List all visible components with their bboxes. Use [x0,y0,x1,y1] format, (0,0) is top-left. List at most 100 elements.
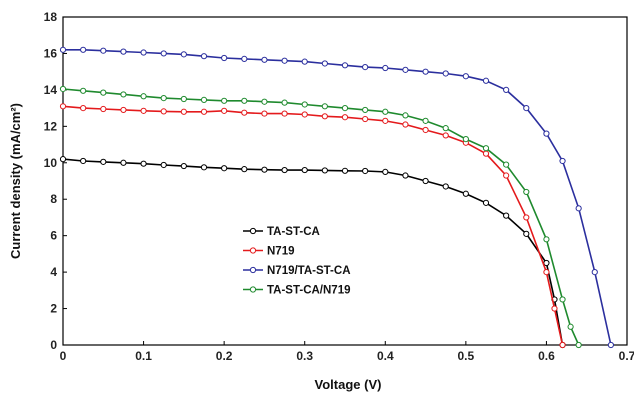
series-line [62,88,580,346]
data-point [543,269,550,276]
data-point [261,166,268,173]
data-point [80,46,87,53]
data-point [543,259,550,267]
legend-marker [249,286,257,293]
data-point [523,105,530,112]
series-line [62,158,564,346]
data-point [120,106,127,114]
data-point [261,98,268,105]
data-point [200,53,208,60]
data-point [59,46,67,53]
data-point [200,108,208,115]
data-point [503,161,510,168]
legend-item: N719 [243,246,295,258]
data-point [382,168,389,175]
x-tick-label: 0.5 [458,349,475,363]
data-point [362,115,369,123]
data-point [559,157,566,165]
data-point [422,126,429,134]
series-layer [59,46,614,349]
data-point [422,68,429,75]
data-point [559,296,566,303]
y-tick-label: 4 [50,265,57,279]
data-point [100,105,107,113]
data-point [362,167,369,175]
data-point [180,108,187,115]
data-point [301,58,308,65]
x-tick-label: 0.4 [377,349,394,363]
data-point [59,156,67,163]
y-tick-label: 14 [44,83,58,97]
data-point [140,93,147,100]
data-point [100,47,107,54]
data-point [100,89,107,96]
data-point [482,77,490,84]
data-point [523,188,530,196]
data-point [321,103,328,110]
x-axis-title: Voltage (V) [315,377,382,392]
series-ta-st-ca-n719 [59,85,582,349]
data-point [482,150,490,157]
data-point [120,91,127,98]
data-point [221,107,228,114]
data-point [180,95,187,103]
data-point [200,164,208,171]
legend: TA-ST-CA N719 N719/TA-ST-CA TA-ST-CA/N719 [243,226,351,297]
data-point [80,87,87,94]
legend-item: TA-ST-CA/N719 [243,285,351,297]
data-point [59,103,67,110]
data-point [321,167,328,174]
data-point [261,110,268,117]
x-tick-label: 0.2 [216,349,233,363]
y-tick-label: 18 [44,10,58,24]
data-point [160,108,167,115]
legend-marker [249,266,257,274]
x-tick-label: 0.3 [296,349,313,363]
data-point [402,112,409,119]
data-point [200,96,208,104]
data-point [442,125,449,132]
data-point [543,130,550,137]
data-point [575,341,582,349]
data-point [180,51,187,58]
data-point [241,97,248,104]
data-point [221,97,228,104]
data-point [482,199,490,206]
data-point [382,108,389,115]
x-tick-label: 0.6 [538,349,555,363]
series-n719 [59,103,566,349]
data-point [382,64,389,72]
data-point [551,305,558,312]
y-axis-title: Current density (mA/cm²) [8,103,23,259]
data-point [422,177,429,185]
series-n719-ta-st-ca [59,46,614,349]
y-tick-label: 8 [50,192,57,206]
data-point [341,62,349,69]
data-point [301,166,308,174]
data-point [341,105,349,112]
legend-item: N719/TA-ST-CA [243,265,351,277]
data-point [80,105,87,112]
x-tick-label: 0.7 [619,349,634,363]
data-point [241,55,248,63]
data-point [462,135,469,143]
data-point [442,183,449,190]
data-point [402,172,409,179]
data-point [140,107,147,114]
axes: 0 0.1 0.2 0.3 0.4 0.5 0.6 0.7 0 2 4 6 8 10 12 14 16 18 [44,10,634,363]
data-point [120,48,127,55]
data-point [281,166,288,174]
data-point [442,132,449,139]
data-point [160,161,167,169]
data-point [221,165,228,172]
y-tick-label: 16 [44,46,58,60]
legend-label: N719/TA-ST-CA [267,265,351,277]
data-point [321,113,328,120]
data-point [523,214,530,221]
plot-frame [62,16,628,346]
data-point [321,60,328,67]
data-point [160,50,167,57]
data-point [503,86,510,93]
data-point [442,70,449,77]
data-point [100,158,107,165]
